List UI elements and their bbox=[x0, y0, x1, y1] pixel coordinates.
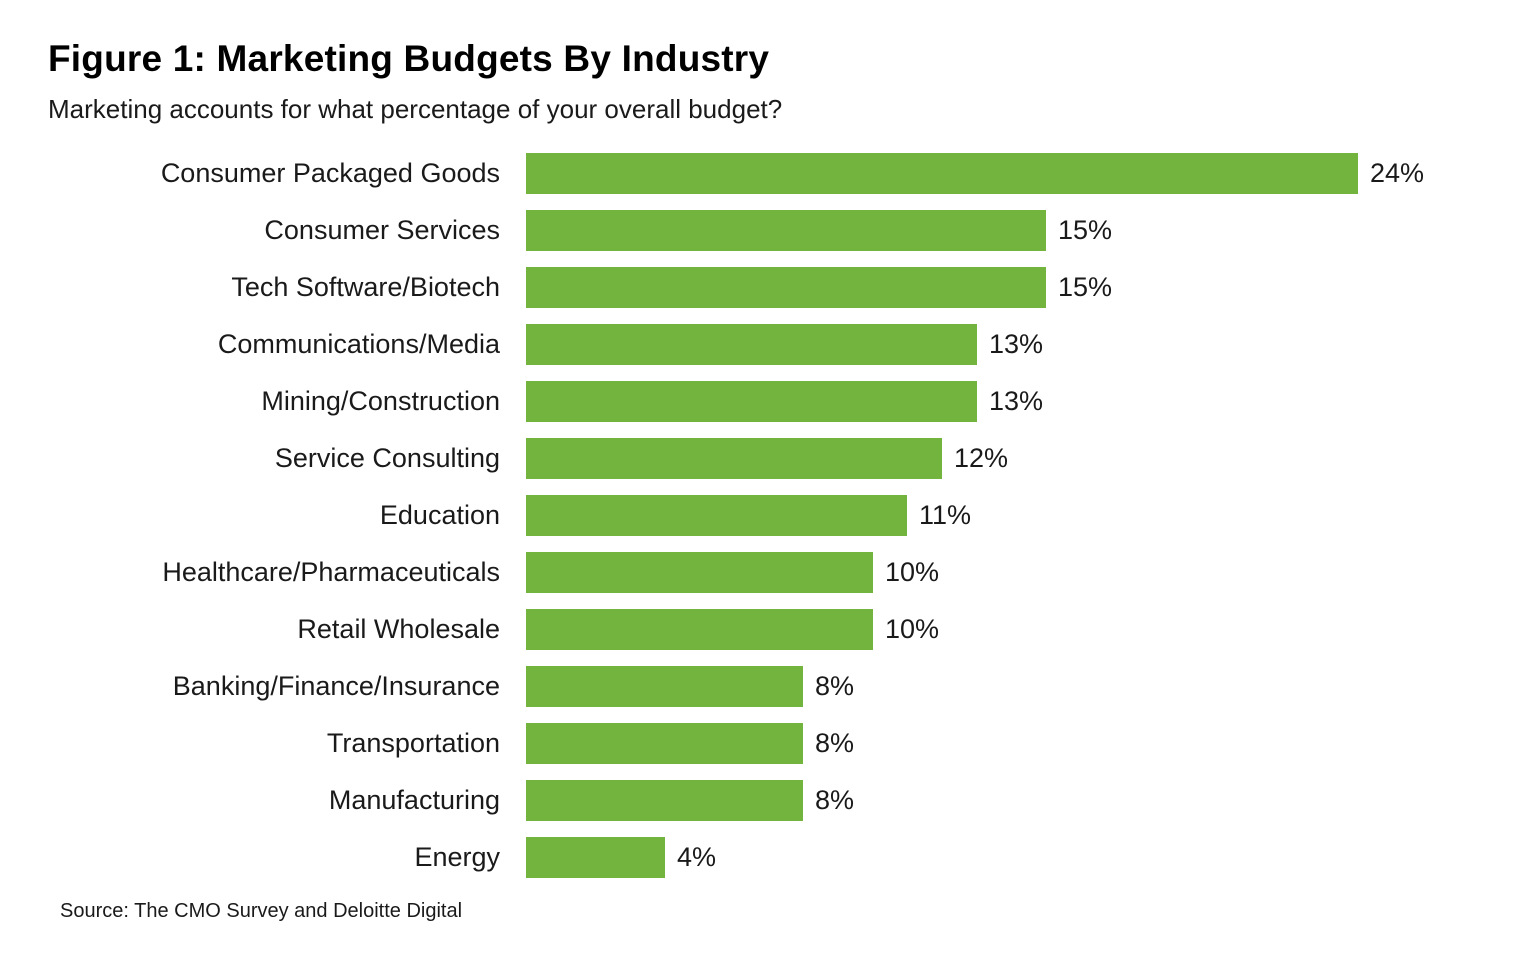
bar-row: Transportation 8% bbox=[48, 715, 1490, 772]
category-label: Service Consulting bbox=[274, 443, 500, 473]
bar-row: Banking/Finance/Insurance 8% bbox=[48, 658, 1490, 715]
value-label: 10% bbox=[885, 557, 940, 587]
bar bbox=[526, 495, 907, 536]
bar-chart: Consumer Packaged Goods 24% Consumer Servi… bbox=[48, 145, 1490, 886]
value-label: 8% bbox=[815, 728, 855, 758]
bar bbox=[526, 324, 977, 365]
value-label: 12% bbox=[954, 443, 1009, 473]
bar bbox=[526, 780, 803, 821]
category-label: Retail Wholesale bbox=[297, 614, 500, 644]
bar-row: Mining/Construction 13% bbox=[48, 373, 1490, 430]
bar-row: Tech Software/Biotech 15% bbox=[48, 259, 1490, 316]
category-label: Education bbox=[379, 500, 500, 530]
value-label: 8% bbox=[815, 671, 855, 701]
category-label: Communications/Media bbox=[217, 329, 500, 359]
bar-row: Consumer Packaged Goods 24% bbox=[48, 145, 1490, 202]
value-label: 24% bbox=[1370, 158, 1425, 188]
bar bbox=[526, 267, 1046, 308]
bar bbox=[526, 438, 942, 479]
category-label: Consumer Services bbox=[264, 215, 500, 245]
value-label: 13% bbox=[989, 386, 1044, 416]
bar bbox=[526, 723, 803, 764]
bar-row: Manufacturing 8% bbox=[48, 772, 1490, 829]
category-label: Energy bbox=[414, 842, 500, 872]
bar bbox=[526, 381, 977, 422]
chart-title: Figure 1: Marketing Budgets By Industry bbox=[48, 38, 770, 79]
category-label: Consumer Packaged Goods bbox=[160, 158, 500, 188]
bar-row: Healthcare/Pharmaceuticals 10% bbox=[48, 544, 1490, 601]
bar bbox=[526, 552, 873, 593]
bar-row: Consumer Services 15% bbox=[48, 202, 1490, 259]
bar bbox=[526, 837, 665, 878]
bar-row: Energy 4% bbox=[48, 829, 1490, 886]
category-label: Healthcare/Pharmaceuticals bbox=[162, 557, 500, 587]
value-label: 4% bbox=[677, 842, 717, 872]
category-label: Transportation bbox=[326, 728, 500, 758]
bar bbox=[526, 153, 1358, 194]
bar-row: Education 11% bbox=[48, 487, 1490, 544]
value-label: 15% bbox=[1058, 215, 1113, 245]
bar-row: Communications/Media 13% bbox=[48, 316, 1490, 373]
category-label: Mining/Construction bbox=[261, 386, 500, 416]
category-label: Manufacturing bbox=[328, 785, 500, 815]
bar bbox=[526, 210, 1046, 251]
chart-subtitle: Marketing accounts for what percentage o… bbox=[48, 94, 783, 124]
bar-row: Service Consulting 12% bbox=[48, 430, 1490, 487]
value-label: 13% bbox=[989, 329, 1044, 359]
bar bbox=[526, 609, 873, 650]
value-label: 11% bbox=[919, 500, 972, 530]
category-label: Banking/Finance/Insurance bbox=[172, 671, 500, 701]
source-note: Source: The CMO Survey and Deloitte Digi… bbox=[60, 900, 463, 922]
category-label: Tech Software/Biotech bbox=[231, 272, 500, 302]
bar-row: Retail Wholesale 10% bbox=[48, 601, 1490, 658]
value-label: 10% bbox=[885, 614, 940, 644]
value-label: 8% bbox=[815, 785, 855, 815]
bar bbox=[526, 666, 803, 707]
value-label: 15% bbox=[1058, 272, 1113, 302]
